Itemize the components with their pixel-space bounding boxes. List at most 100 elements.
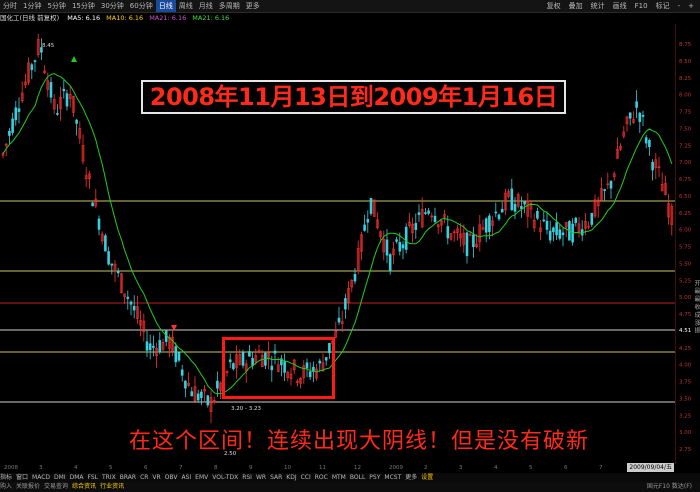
indicator-tab-19[interactable]: ROC [314,474,328,481]
candle-body-2 [8,130,11,136]
indicator-tab-9[interactable]: VR [152,474,161,481]
indicator-tab-17[interactable]: KDJ [286,474,297,481]
toolbar-button-2[interactable]: 统计 [590,2,605,10]
toolbar-button-4[interactable]: F10 [634,2,648,10]
indicator-tab-20[interactable]: MTM [331,474,346,481]
period-tab-1[interactable]: 1分钟 [23,2,42,10]
candle-body-168 [539,227,542,232]
candle-body-104 [334,330,338,338]
candle-body-157 [504,192,507,211]
candle-body-70 [225,371,229,373]
period-tab-10[interactable]: 更多 [245,2,260,10]
candle-body-142 [456,228,459,233]
candle-body-122 [392,248,395,256]
bottom-tab-2[interactable]: 交易查询 [44,483,69,490]
indicator-tab-12[interactable]: EMV [195,474,209,481]
indicator-tab-22[interactable]: PSY [369,474,381,481]
candle-body-147 [472,234,475,248]
period-tab-4[interactable]: 30分钟 [100,2,124,10]
candle-body-207 [664,183,667,195]
candle-body-154 [494,211,498,214]
candle-body-35 [113,263,117,272]
indicator-tab-23[interactable]: MCST [384,474,402,481]
candle-body-192 [616,148,619,159]
indicator-tab-16[interactable]: SAR [270,474,283,481]
candlestick-chart[interactable]: 8.45 3.20 - 3.23 2.50 [0,24,676,464]
indicator-tab-2[interactable]: MACD [32,474,51,481]
indicator-tab-13[interactable]: VOL-TDX [212,474,239,481]
indicator-tab-1[interactable]: 窗口 [16,474,29,481]
indicator-tab-6[interactable]: TRIX [102,474,116,481]
candle-body-159 [510,188,514,211]
candle-body-37 [120,273,123,293]
candle-body-81 [260,354,264,367]
moving-average-line [2,72,673,395]
period-tab-2[interactable]: 5分钟 [47,2,66,10]
ma-legend-item-1: MA10: 6.16 [106,14,144,22]
candle-body-190 [609,180,613,189]
bottom-tab-3[interactable]: 综合资讯 [72,483,97,490]
indicator-tab-4[interactable]: DMA [69,474,84,481]
period-tab-8[interactable]: 月线 [198,2,213,10]
candle-body-38 [123,293,126,297]
candle-body-195 [625,116,629,125]
candle-body-55 [177,352,181,361]
candle-body-22 [72,95,75,113]
toolbar-button-3[interactable]: 画线 [612,2,627,10]
candle-body-199 [638,112,642,122]
indicator-tab-7[interactable]: BRAR [119,474,137,481]
candle-body-164 [526,200,530,217]
bottom-tab-1[interactable]: 关联报价 [16,483,41,490]
price-tick-21: 3.50 [679,396,692,402]
toolbar-button-6[interactable]: - [677,2,681,10]
indicator-tab-15[interactable]: WR [255,474,267,481]
price-tick-3: 8.00 [679,93,692,99]
candle-body-45 [145,341,149,351]
candle-body-140 [449,233,453,240]
candle-body-15 [49,82,53,98]
low-price-label: 2.50 [224,451,237,457]
indicator-tab-11[interactable]: ASI [181,474,192,481]
period-tab-3[interactable]: 15分钟 [71,2,95,10]
candle-body-85 [273,350,277,354]
period-tab-5[interactable]: 60分钟 [129,2,153,10]
indicator-tab-18[interactable]: CCI [300,474,311,481]
candle-body-163 [523,201,526,205]
candle-body-101 [324,357,328,361]
indicator-tab-0[interactable]: 指标 [0,474,13,481]
indicator-tab-5[interactable]: FSL [87,474,99,481]
period-tab-6[interactable]: 日线 [155,0,176,12]
date-tick-10: 12 [354,465,361,471]
period-tab-7[interactable]: 周线 [178,2,193,10]
high-price-label: 8.45 [42,43,55,49]
bottom-tab-0[interactable]: 购入 [0,483,13,490]
toolbar-button-0[interactable]: 复权 [546,2,561,10]
toolbar-button-7[interactable]: + [688,2,694,10]
indicator-tab-3[interactable]: DMI [54,474,66,481]
candle-body-127 [408,221,411,226]
period-tab-0[interactable]: 分时 [3,2,17,10]
candle-body-187 [600,188,603,201]
indicator-tab-24[interactable]: 更多 [405,474,418,481]
price-tick-1: 8.50 [679,59,692,65]
f10-info[interactable]: 国元F10 数达(F) [646,483,692,490]
candle-body-33 [107,251,110,265]
candle-body-191 [612,173,616,178]
toolbar-button-1[interactable]: 叠加 [568,2,583,10]
indicator-tab-21[interactable]: BOLL [349,474,366,481]
candle-body-198 [635,101,638,108]
candle-body-39 [126,296,130,299]
indicator-tab-14[interactable]: RSI [242,474,252,481]
indicator-tab-10[interactable]: OBV [164,474,178,481]
candle-body-93 [299,377,302,384]
toolbar-button-5[interactable]: 标记 [655,2,670,10]
period-tab-9[interactable]: 多周期 [218,2,240,10]
indicator-tab-8[interactable]: CR [140,474,149,481]
candle-body-108 [347,287,350,304]
candle-body-102 [328,342,331,354]
candle-body-56 [180,369,184,376]
bottom-tab-4[interactable]: 行业资讯 [100,483,125,490]
indicator-tab-25[interactable]: 设置 [421,474,434,481]
candle-body-62 [200,391,203,398]
candle-body-113 [363,224,366,231]
